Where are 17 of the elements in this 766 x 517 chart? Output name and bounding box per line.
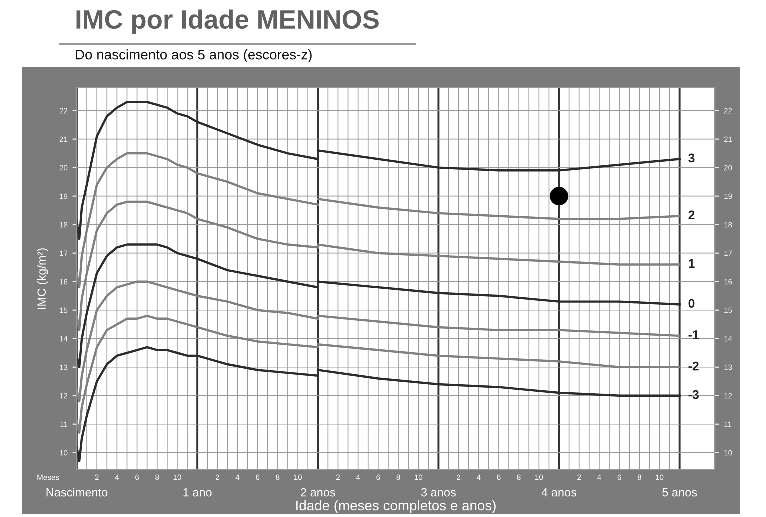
y-axis-title: IMC (kg/m²): [37, 248, 48, 310]
series-label: -3: [688, 390, 699, 400]
series-label: -1: [688, 330, 700, 340]
x-tick-label: 3 anos: [421, 488, 456, 497]
x-tick-label: 2 anos: [301, 488, 336, 497]
x-tick-label: Nascimento: [46, 488, 108, 497]
x-axis-title: Idade (meses completos e anos): [296, 500, 496, 514]
x-tick-label: 5 anos: [662, 488, 698, 497]
series-label: -2: [688, 362, 699, 371]
series-label: 3: [688, 154, 695, 163]
x-tick-label: 4 anos: [542, 488, 577, 497]
series-label: 2: [688, 210, 695, 220]
chart-subtitle: Do nascimento aos 5 anos (escores-z): [76, 50, 312, 62]
chart-title: IMC por Idade MENINOS: [76, 10, 379, 34]
x-tick-label: 1 ano: [184, 488, 212, 497]
series-label: 0: [688, 299, 695, 308]
series-label: 1: [689, 259, 695, 268]
